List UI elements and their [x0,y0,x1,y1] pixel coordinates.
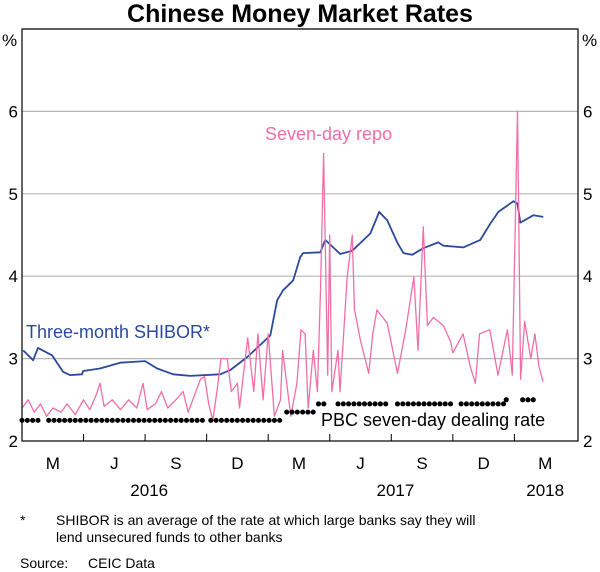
repo-annotation: Seven-day repo [265,124,392,144]
y-tick-label-left: 2 [9,432,18,451]
y-tick-label-right: 5 [583,185,592,204]
x-tick-label: J [110,454,119,473]
chart-title: Chinese Money Market Rates [127,0,473,28]
y-tick-label-left: 4 [9,267,18,286]
x-tick-label: D [477,454,489,473]
x-tick-label: S [416,454,427,473]
source-text: CEIC Data [88,555,155,571]
x-tick-label: M [538,454,552,473]
y-unit-right: % [582,31,597,50]
shibor-annotation: Three-month SHIBOR* [26,322,210,342]
y-tick-label-right: 6 [583,102,592,121]
label-background [318,408,576,430]
y-tick-label-left: 3 [9,350,18,369]
x-year-label: 2018 [526,481,564,500]
shibor-line [22,200,544,377]
y-tick-label-right: 3 [583,350,592,369]
y-unit-left: % [2,31,17,50]
plot-frame [21,28,579,442]
repo-line [21,110,544,422]
x-year-label: 2017 [376,481,414,500]
y-tick-label-left: 5 [9,185,18,204]
x-tick-label: M [46,454,60,473]
x-tick-label: S [170,454,181,473]
pbc-annotation: PBC seven-day dealing rate [321,410,545,430]
x-tick-label: J [356,454,365,473]
y-tick-label-left: 6 [9,102,18,121]
footnote-marker: * [20,512,26,528]
y-tick-label-right: 4 [583,267,592,286]
x-tick-label: D [231,454,243,473]
source-label: Source: [20,555,69,571]
y-tick-label-right: 2 [583,432,592,451]
footnote-line-1: SHIBOR is an average of the rate at whic… [56,512,476,528]
footnote-line-2: lend unsecured funds to other banks [56,529,283,545]
x-tick-label: M [292,454,306,473]
x-year-label: 2016 [130,481,168,500]
